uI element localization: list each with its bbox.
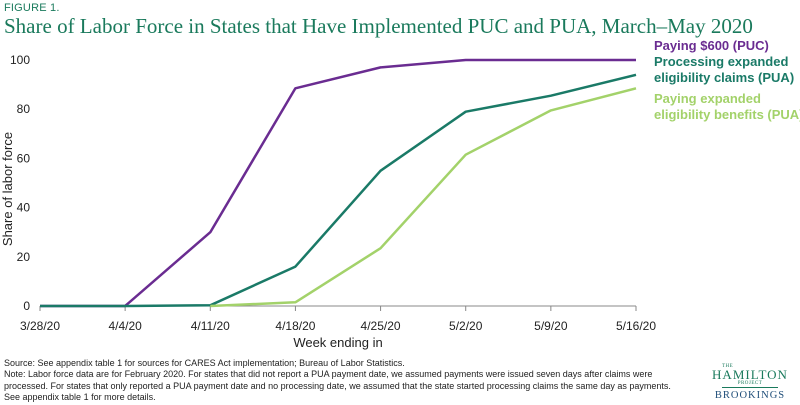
series-label-line: Paying $600 (PUC) xyxy=(654,38,769,53)
chart-axes: 0 20 40 60 80 100 3/28/20 4/4/20 4/11/20 4/18/20 4… xyxy=(0,53,656,350)
series-label-line: eligibility claims (PUA) xyxy=(654,70,794,85)
series-label-line: Processing expanded xyxy=(654,54,788,69)
y-tick-label: 100 xyxy=(10,53,30,67)
x-tick-label: 4/18/20 xyxy=(275,319,315,333)
note-line: Note: Labor force data are for February … xyxy=(4,369,653,380)
logo-divider xyxy=(722,387,778,388)
series-line-1 xyxy=(40,58,636,308)
chart-title: Share of Labor Force in States that Have… xyxy=(4,14,753,38)
x-axis-label: Week ending in xyxy=(293,335,382,350)
y-axis-label: Share of labor force xyxy=(0,132,15,246)
logo-name: HAMILTON xyxy=(712,367,788,382)
y-tick-label: 80 xyxy=(17,102,31,116)
x-tick-label: 4/25/20 xyxy=(361,319,401,333)
logo-org: BROOKINGS xyxy=(714,390,786,401)
note-line: processed. For states that only reported… xyxy=(4,380,671,391)
x-tick-label: 5/2/20 xyxy=(449,319,483,333)
x-tick-label: 3/28/20 xyxy=(20,319,60,333)
series-labels: Paying $600 (PUC)Processing expandedelig… xyxy=(654,38,800,122)
series-label-line: Paying expanded xyxy=(654,91,761,106)
y-tick-label: 20 xyxy=(17,250,31,264)
chart-series xyxy=(40,58,637,308)
series-label-line: eligibility benefits (PUA) xyxy=(654,107,800,122)
note-line: See appendix table 1 for more details. xyxy=(4,391,156,402)
note-line: Source: See appendix table 1 for sources… xyxy=(4,358,405,368)
y-tick-label: 0 xyxy=(23,299,30,313)
source-notes: Source: See appendix table 1 for sources… xyxy=(4,358,694,403)
figure-label: FIGURE 1. xyxy=(4,2,60,14)
x-tick-label: 4/11/20 xyxy=(191,319,230,333)
logo-the: THE xyxy=(722,364,734,369)
y-tick-label: 60 xyxy=(17,151,31,165)
series-line-2 xyxy=(40,73,637,308)
series-line-3 xyxy=(210,87,637,308)
logo-project: PROJECT xyxy=(737,381,763,386)
x-tick-label: 4/4/20 xyxy=(108,319,142,333)
y-tick-label: 40 xyxy=(17,201,31,215)
x-tick-label: 5/16/20 xyxy=(616,319,656,333)
x-tick-label: 5/9/20 xyxy=(534,319,568,333)
